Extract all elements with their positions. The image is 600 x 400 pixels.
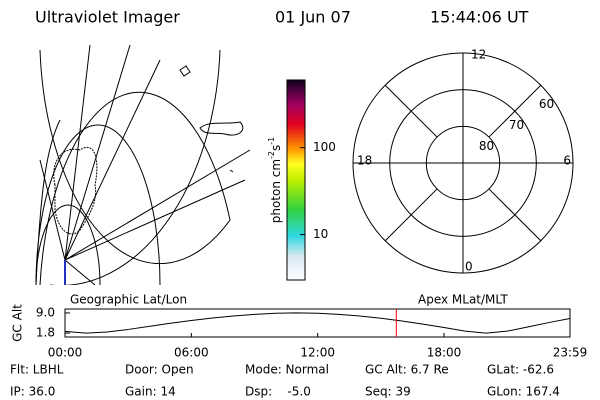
mlt-label: 6 (563, 154, 571, 168)
status-field: Flt: LBHL (10, 363, 64, 377)
status-field: GLat: -62.6 (487, 363, 554, 377)
label-part: -2 (267, 151, 276, 159)
x-tick-label: 23:59 (553, 346, 588, 360)
x-tick-label: 00:00 (48, 346, 83, 360)
lat-ring (352, 52, 574, 274)
label-part: s (269, 145, 283, 151)
colorbar-tick-label: 10 (313, 227, 328, 241)
label-part: photon cm (269, 159, 283, 223)
status-field: Mode: Normal (245, 363, 329, 377)
colorbar (286, 79, 306, 281)
polar-label: Apex MLat/MLT (418, 293, 508, 307)
map-label: Geographic Lat/Lon (70, 293, 187, 307)
status-field: IP: 36.0 (10, 385, 55, 399)
lat-ring (389, 89, 537, 237)
colorbar-label: photon cm-2s-1 (267, 137, 283, 224)
y-tick-label: 1.8 (36, 326, 55, 340)
status-field: Dsp: -5.0 (245, 385, 311, 399)
status-field: GC Alt: 6.7 Re (365, 363, 449, 377)
status-field: Door: Open (125, 363, 194, 377)
x-tick-label: 18:00 (427, 346, 462, 360)
status-field: Seq: 39 (365, 385, 411, 399)
label-part: -1 (267, 137, 276, 145)
altitude-line (64, 312, 571, 334)
colorbar-tick-label: 100 (313, 140, 336, 154)
title: Ultraviolet Imager (35, 8, 180, 27)
status-field: GLon: 167.4 (487, 385, 560, 399)
lat-ring-label: 60 (539, 97, 554, 111)
y-axis-label: GC Alt (11, 304, 25, 342)
mlt-label: 12 (471, 48, 486, 62)
date: 01 Jun 07 (275, 8, 351, 27)
mlt-label: 18 (357, 154, 372, 168)
y-tick-label: 9.0 (36, 305, 55, 319)
status-field: Gain: 14 (125, 385, 176, 399)
lat-ring-label: 70 (509, 118, 524, 132)
x-tick-label: 06:00 (174, 346, 209, 360)
x-tick-label: 12:00 (300, 346, 335, 360)
lat-ring (425, 125, 501, 201)
lat-ring-label: 80 (479, 139, 494, 153)
map (35, 45, 251, 285)
time: 15:44:06 UT (430, 8, 529, 27)
mlt-label: 0 (465, 260, 473, 274)
